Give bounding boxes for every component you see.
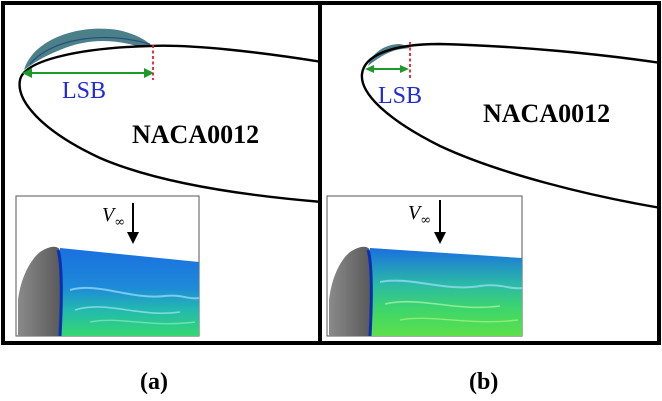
panel-b: LSB NACA0012 V∞ — [318, 1, 662, 345]
inset-b: V∞ — [326, 195, 523, 337]
lsb-label-b: LSB — [378, 83, 422, 109]
inset-endcap-a — [18, 246, 60, 336]
airfoil-label-a: NACA0012 — [132, 120, 259, 149]
airfoil-label-b: NACA0012 — [483, 99, 610, 128]
lsb-label-a: LSB — [62, 78, 106, 104]
inset-endcap-b — [329, 246, 370, 336]
caption-b: (b) — [469, 369, 498, 395]
airfoil-outline-a — [18, 44, 323, 204]
inset-a: V∞ — [15, 195, 200, 337]
panel-a: LSB NACA0012 V∞ — [1, 1, 323, 345]
caption-a: (a) — [140, 369, 168, 395]
freestream-label-a: V∞ — [102, 204, 125, 230]
freestream-label-b: V∞ — [408, 202, 431, 228]
airfoil-outline-b — [360, 42, 662, 210]
separation-bubble-a — [24, 28, 152, 70]
